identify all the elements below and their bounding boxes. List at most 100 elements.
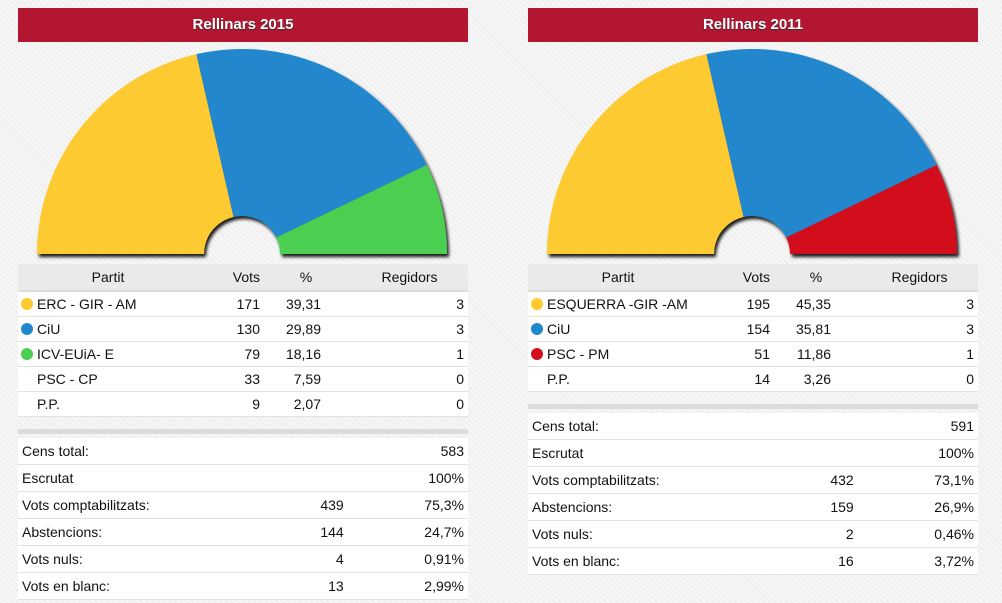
- stat-percent: 3,72%: [861, 547, 978, 575]
- stat-value: 159: [775, 493, 862, 521]
- stat-value: [265, 438, 352, 465]
- table-row: ERC - GIR - AM 171 39,31 3: [18, 291, 468, 317]
- party-pct: 18,16: [261, 341, 351, 367]
- stat-percent: 583: [351, 438, 468, 465]
- panel-2015: Rellinars 2015 Partit Vots% Regidors ERC - …: [18, 8, 468, 600]
- party-table: Partit Vots% Regidors ERC - GIR - AM 171 39,3…: [18, 264, 468, 417]
- party-cell: ESQUERRA -GIR -AM: [528, 291, 708, 317]
- party-votes: 51: [708, 341, 771, 367]
- divider: [18, 429, 468, 434]
- table-header-row: Partit Vots% Regidors: [528, 264, 978, 292]
- party-votes: 130: [198, 316, 261, 342]
- party-name: ICV-EUiA- E: [37, 346, 115, 362]
- panel-2011: Rellinars 2011 Partit Vots% Regidors ESQUER…: [528, 8, 978, 575]
- panel-title: Rellinars 2011: [528, 8, 978, 42]
- table-row: PSC - PM 51 11,86 1: [528, 341, 978, 367]
- seat-slice-0: [547, 54, 744, 255]
- stat-percent: 100%: [861, 439, 978, 467]
- stat-label: Vots comptabilitzats:: [528, 466, 776, 494]
- party-cell: PSC - PM: [528, 341, 708, 367]
- stat-value: 2: [775, 520, 862, 548]
- party-seats: 3: [861, 291, 978, 317]
- party-name: ERC - GIR - AM: [37, 296, 137, 312]
- stat-row: Escrutat 100%: [528, 439, 978, 467]
- stat-label: Vots nuls:: [528, 520, 776, 548]
- party-pct: 2,07: [261, 391, 351, 417]
- party-votes: 9: [198, 391, 261, 417]
- party-table: Partit Vots% Regidors ESQUERRA -GIR -AM 195 4…: [528, 264, 978, 392]
- seat-slice-1: [196, 48, 427, 238]
- stat-label: Vots en blanc:: [18, 572, 266, 600]
- stat-value: [265, 464, 352, 492]
- stat-label: Vots nuls:: [18, 545, 266, 573]
- stat-value: 16: [775, 547, 862, 575]
- column-header-party: Partit: [528, 264, 708, 292]
- party-name: CiU: [547, 321, 571, 337]
- column-header-votes: Vots: [708, 264, 771, 292]
- stat-value: 439: [265, 491, 352, 519]
- seat-slice-2: [786, 165, 957, 254]
- party-seats: 3: [351, 316, 468, 342]
- stat-value: 432: [775, 466, 862, 494]
- column-header-pct: %: [771, 264, 861, 292]
- party-votes: 195: [708, 291, 771, 317]
- stat-percent: 26,9%: [861, 493, 978, 521]
- party-votes: 171: [198, 291, 261, 317]
- stat-percent: 591: [861, 413, 978, 440]
- party-seats: 0: [351, 391, 468, 417]
- panel-title: Rellinars 2015: [18, 8, 468, 42]
- stat-label: Vots comptabilitzats:: [18, 491, 266, 519]
- stat-value: 4: [265, 545, 352, 573]
- party-pct: 35,81: [771, 316, 861, 342]
- party-seats: 1: [351, 341, 468, 367]
- stat-percent: 0,46%: [861, 520, 978, 548]
- table-row: ESQUERRA -GIR -AM 195 45,35 3: [528, 291, 978, 317]
- party-votes: 33: [198, 366, 261, 392]
- seat-slice-1: [706, 48, 937, 238]
- party-cell: CiU: [528, 316, 708, 342]
- stat-label: Escrutat: [528, 439, 776, 467]
- party-pct: 29,89: [261, 316, 351, 342]
- seats-chart: [18, 42, 468, 264]
- stat-row: Vots nuls: 4 0,91%: [18, 545, 468, 573]
- stat-row: Vots comptabilitzats: 432 73,1%: [528, 466, 978, 494]
- party-name: P.P.: [37, 396, 60, 412]
- stat-row: Cens total: 591: [528, 413, 978, 440]
- column-header-party: Partit: [18, 264, 198, 292]
- party-color-dot-icon: [21, 323, 33, 335]
- table-row: CiU 130 29,89 3: [18, 316, 468, 342]
- seat-slice-2: [276, 165, 447, 254]
- party-pct: 11,86: [771, 341, 861, 367]
- stat-percent: 73,1%: [861, 466, 978, 494]
- seats-chart-svg: [37, 48, 447, 255]
- seat-slice-0: [37, 54, 234, 255]
- party-votes: 154: [708, 316, 771, 342]
- stats-table: Cens total: 591 Escrutat 100% Vots comptabil…: [528, 413, 978, 575]
- stat-label: Abstencions:: [18, 518, 266, 546]
- stat-row: Vots en blanc: 13 2,99%: [18, 572, 468, 600]
- divider: [528, 404, 978, 409]
- column-header-votes: Vots: [198, 264, 261, 292]
- stat-percent: 2,99%: [351, 572, 468, 600]
- party-color-dot-icon: [21, 348, 33, 360]
- stat-row: Abstencions: 144 24,7%: [18, 518, 468, 546]
- stats-table: Cens total: 583 Escrutat 100% Vots comptabil…: [18, 438, 468, 600]
- stat-row: Cens total: 583: [18, 438, 468, 465]
- party-votes: 79: [198, 341, 261, 367]
- party-name: CiU: [37, 321, 61, 337]
- party-cell: P.P.: [18, 391, 198, 417]
- table-row: P.P. 9 2,07 0: [18, 391, 468, 417]
- table-row: ICV-EUiA- E 79 18,16 1: [18, 341, 468, 367]
- stat-label: Cens total:: [528, 413, 776, 440]
- party-cell: P.P.: [528, 366, 708, 392]
- party-cell: CiU: [18, 316, 198, 342]
- seats-chart: [528, 42, 978, 264]
- stat-value: [775, 413, 862, 440]
- party-pct: 7,59: [261, 366, 351, 392]
- column-header-seats: Regidors: [861, 264, 978, 292]
- party-color-dot-icon: [21, 298, 33, 310]
- stat-row: Abstencions: 159 26,9%: [528, 493, 978, 521]
- party-color-dot-icon: [531, 348, 543, 360]
- column-header-pct: %: [261, 264, 351, 292]
- party-votes: 14: [708, 366, 771, 392]
